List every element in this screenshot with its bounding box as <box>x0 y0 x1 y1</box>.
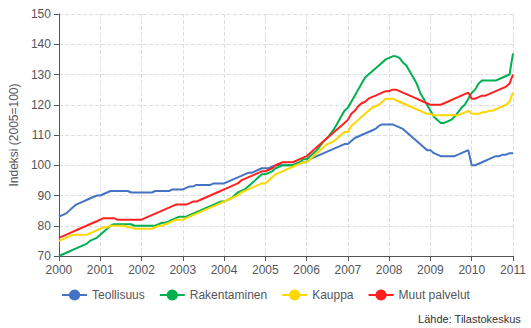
svg-text:130: 130 <box>31 68 51 82</box>
svg-text:2010: 2010 <box>458 263 485 277</box>
svg-text:140: 140 <box>31 37 51 51</box>
svg-text:Indeksi (2005=100): Indeksi (2005=100) <box>7 83 21 186</box>
svg-text:150: 150 <box>31 7 51 21</box>
svg-text:2007: 2007 <box>335 263 362 277</box>
svg-text:Rakentaminen: Rakentaminen <box>190 288 267 302</box>
svg-text:2009: 2009 <box>417 263 444 277</box>
svg-text:2002: 2002 <box>128 263 155 277</box>
svg-text:110: 110 <box>32 128 51 142</box>
svg-text:90: 90 <box>38 189 52 203</box>
svg-text:2006: 2006 <box>293 263 320 277</box>
svg-text:100: 100 <box>31 158 51 172</box>
svg-text:2001: 2001 <box>87 263 114 277</box>
svg-text:2008: 2008 <box>376 263 403 277</box>
svg-text:2005: 2005 <box>252 263 279 277</box>
svg-text:120: 120 <box>31 98 51 112</box>
svg-text:2003: 2003 <box>169 263 196 277</box>
svg-text:2000: 2000 <box>46 263 73 277</box>
svg-text:2004: 2004 <box>211 263 238 277</box>
svg-text:Kauppa: Kauppa <box>312 288 354 302</box>
svg-text:80: 80 <box>38 219 52 233</box>
svg-text:Muut palvelut: Muut palvelut <box>399 288 471 302</box>
svg-text:Lähde: Tilastokeskus: Lähde: Tilastokeskus <box>418 313 521 325</box>
svg-text:70: 70 <box>38 249 52 263</box>
svg-text:Teollisuus: Teollisuus <box>92 288 145 302</box>
svg-text:2011: 2011 <box>500 263 526 277</box>
